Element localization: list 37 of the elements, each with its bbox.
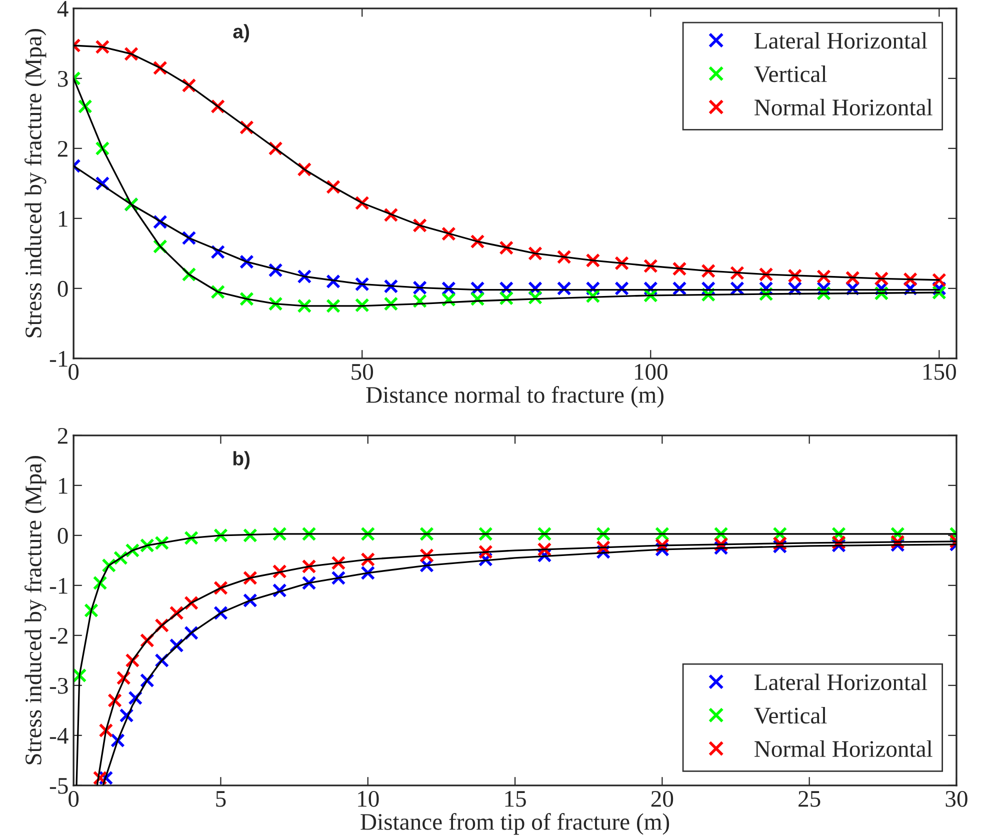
y-tick-label: 2 xyxy=(58,428,68,444)
y-tick-label: -5 xyxy=(50,778,68,794)
y-tick-label: 0 xyxy=(58,280,68,297)
y-tick-label: -4 xyxy=(50,728,68,744)
legend-label: Normal Horizontal xyxy=(754,98,932,116)
y-tick-label: 3 xyxy=(58,70,68,87)
annotation: b) xyxy=(233,451,250,470)
y-tick-label: -1 xyxy=(50,578,68,594)
y-tick-label: 1 xyxy=(58,211,68,227)
x-tick-label: 15 xyxy=(505,791,526,807)
y-axis-title: Stress induced by fracture (Mpa) xyxy=(24,29,46,338)
x-tick-label: 30 xyxy=(946,790,968,807)
x-axis-title: Distance from tip of fracture (m) xyxy=(360,813,670,835)
legend-label: Vertical xyxy=(754,707,827,724)
x-tick-label: 100 xyxy=(635,364,668,380)
x-tick-label: 0 xyxy=(68,364,79,380)
legend-label: Normal Horizontal xyxy=(754,740,932,757)
legend-label: Lateral Horizontal xyxy=(754,674,928,690)
legend-label: Vertical xyxy=(754,66,827,82)
x-tick-label: 20 xyxy=(651,790,674,807)
x-tick-label: 5 xyxy=(216,791,226,807)
x-tick-label: 150 xyxy=(924,364,956,380)
y-tick-label: 0 xyxy=(58,528,68,544)
y-tick-label: -2 xyxy=(50,628,68,644)
x-tick-label: 10 xyxy=(358,790,379,807)
x-tick-label: 50 xyxy=(352,364,374,380)
y-tick-label: 2 xyxy=(58,140,68,157)
legend-label: Lateral Horizontal xyxy=(754,32,928,49)
y-axis-title: Stress induced by fracture (Mpa) xyxy=(24,456,46,764)
y-tick-label: -3 xyxy=(50,678,68,694)
y-tick-label: 1 xyxy=(58,478,68,494)
x-axis-title: Distance normal to fracture (m) xyxy=(366,386,664,408)
y-tick-label: -1 xyxy=(50,351,68,367)
x-tick-label: 0 xyxy=(68,790,79,807)
annotation: a) xyxy=(233,24,250,42)
y-tick-label: 4 xyxy=(57,1,68,17)
x-tick-label: 25 xyxy=(798,791,820,807)
